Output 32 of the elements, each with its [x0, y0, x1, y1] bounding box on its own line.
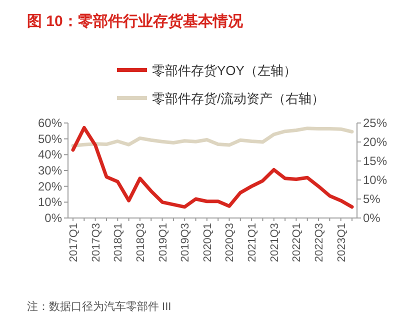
line-series [71, 126, 354, 148]
y-tick-label: 40% [38, 148, 62, 162]
y-tick-label: 20% [38, 179, 62, 194]
y2-tick-label: 25% [363, 116, 388, 130]
y-tick-label: 50% [38, 132, 62, 146]
y2-tick-label: 10% [363, 173, 388, 187]
y-tick-label: 10% [38, 195, 62, 210]
x-tick-label: 2020Q3 [224, 223, 236, 262]
text: 注：数据口径为汽车零部件 III [27, 300, 172, 313]
y2-tick-label: 5% [363, 192, 381, 206]
x-tick-label: 2021Q1 [246, 223, 259, 262]
x-tick-label: 2020Q1 [202, 223, 214, 262]
y-tick-label: 60% [38, 116, 62, 130]
y2-tick-label: 20% [363, 135, 388, 149]
x-tick-label: 2019Q1 [157, 223, 170, 262]
x-tick-label: 2022Q3 [314, 223, 326, 262]
y2-tick-label: 15% [363, 154, 388, 168]
legend-label: 零部件存货YOY（左轴） [152, 63, 296, 78]
x-tick-label: 2017Q3 [90, 223, 102, 262]
x-tick-label: 2021Q3 [268, 223, 281, 262]
x-tick-label: 2023Q1 [336, 223, 348, 262]
chart-title: 图 10：零部件行业存货基本情况 [27, 12, 244, 30]
y-tick-label: 0% [44, 211, 62, 225]
line-series [71, 126, 354, 209]
x-tick-label: 2022Q1 [291, 223, 304, 262]
legend-label: 零部件存货/流动资产（右轴） [152, 91, 325, 106]
x-tick-label: 2018Q1 [112, 223, 125, 262]
x-tick-label: 2017Q1 [68, 223, 80, 262]
x-tick-label: 2019Q3 [180, 223, 192, 262]
y2-tick-label: 0% [363, 211, 381, 225]
x-tick-label: 2018Q3 [134, 223, 147, 262]
y-tick-label: 30% [38, 164, 62, 178]
